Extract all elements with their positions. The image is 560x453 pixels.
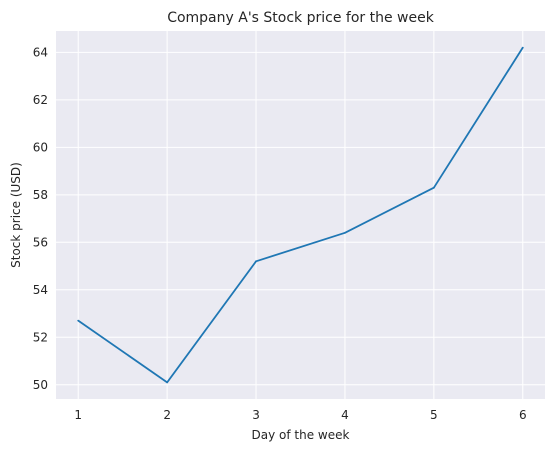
data-point bbox=[344, 231, 346, 234]
x-tick-label: 1 bbox=[74, 408, 82, 422]
plot-area bbox=[56, 31, 545, 399]
series-line bbox=[77, 47, 524, 384]
x-tick-label: 5 bbox=[430, 408, 438, 422]
series-layer bbox=[77, 46, 524, 384]
data-point bbox=[432, 186, 435, 189]
data-point bbox=[166, 381, 169, 384]
y-tick-label: 64 bbox=[33, 45, 48, 59]
data-point bbox=[255, 260, 257, 263]
grid-lines bbox=[56, 31, 545, 399]
data-point bbox=[77, 319, 80, 322]
x-axis-label: Day of the week bbox=[252, 428, 350, 442]
x-tick-label: 6 bbox=[519, 408, 527, 422]
y-tick-label: 60 bbox=[33, 140, 48, 154]
x-tick-label: 3 bbox=[252, 408, 260, 422]
y-tick-label: 62 bbox=[33, 93, 48, 107]
chart-title: Company A's Stock price for the week bbox=[167, 10, 435, 26]
y-tick-label: 52 bbox=[33, 330, 48, 344]
x-tick-label: 4 bbox=[341, 408, 349, 422]
x-tick-label: 2 bbox=[163, 408, 171, 422]
x-axis-ticks: 1 2 3 4 5 6 bbox=[74, 408, 526, 422]
data-point bbox=[521, 46, 524, 49]
y-tick-label: 56 bbox=[33, 235, 48, 249]
y-axis-ticks: 50 52 54 56 58 60 62 64 bbox=[33, 45, 48, 391]
y-tick-label: 54 bbox=[33, 283, 48, 297]
y-axis-label: Stock price (USD) bbox=[9, 162, 23, 268]
y-tick-label: 58 bbox=[33, 188, 48, 202]
y-tick-label: 50 bbox=[33, 378, 48, 392]
